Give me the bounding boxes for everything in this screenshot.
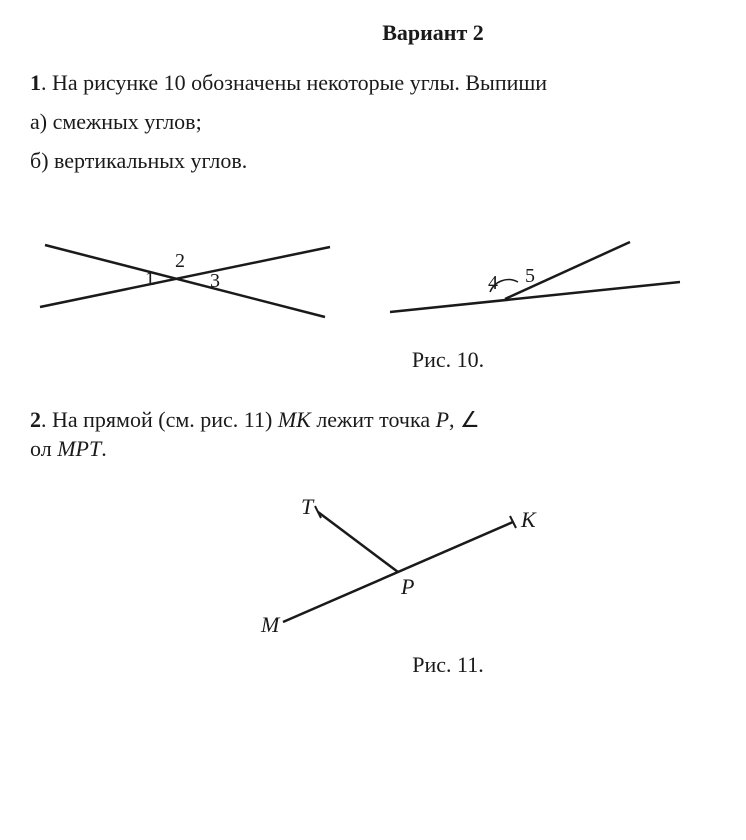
svg-text:M: M xyxy=(260,612,281,637)
problem2-mk: MK xyxy=(278,407,311,432)
problem1-number: 1 xyxy=(30,70,41,95)
figure10-left-svg: 12 3 xyxy=(30,227,340,337)
svg-text:P: P xyxy=(400,574,414,599)
svg-text:T: T xyxy=(301,494,315,519)
problem2-number: 2 xyxy=(30,407,41,432)
problem2-line2-prefix: ол xyxy=(30,436,57,461)
svg-text:3: 3 xyxy=(210,270,220,292)
svg-text:2: 2 xyxy=(175,250,185,272)
svg-text:4: 4 xyxy=(488,272,498,294)
problem1-sub-b: б) вертикальных углов. xyxy=(30,144,716,177)
svg-text:K: K xyxy=(520,507,537,532)
problem2-text1: . На прямой (см. рис. 11) xyxy=(41,407,278,432)
problem2-text2: лежит точка xyxy=(311,407,436,432)
problem2-line1: 2. На прямой (см. рис. 11) MK лежит точк… xyxy=(30,403,716,436)
figure10-caption: Рис. 10. xyxy=(30,347,716,373)
problem1-text: . На рисунке 10 обозначены некоторые угл… xyxy=(41,70,547,95)
problem2-mpt: MPT xyxy=(57,436,101,461)
problem2-line2: ол MPT. xyxy=(30,436,716,462)
svg-text:5: 5 xyxy=(525,265,535,287)
problem1-intro: 1. На рисунке 10 обозначены некоторые уг… xyxy=(30,66,716,99)
variant-title: Вариант 2 xyxy=(30,20,716,46)
figure10-right-svg: 45 xyxy=(380,227,690,337)
problem1-sub-a: а) смежных углов; xyxy=(30,105,716,138)
figure11-container: T K P M xyxy=(30,492,716,642)
figure11-svg: T K P M xyxy=(223,492,563,642)
problem2-line2-suffix: . xyxy=(101,436,107,461)
figure11-caption: Рис. 11. xyxy=(30,652,716,678)
svg-text:1: 1 xyxy=(145,268,155,290)
figure10-container: 123 45 xyxy=(30,227,716,337)
problem2-text3: , ∠ xyxy=(449,407,480,432)
problem2-p: P xyxy=(436,407,449,432)
